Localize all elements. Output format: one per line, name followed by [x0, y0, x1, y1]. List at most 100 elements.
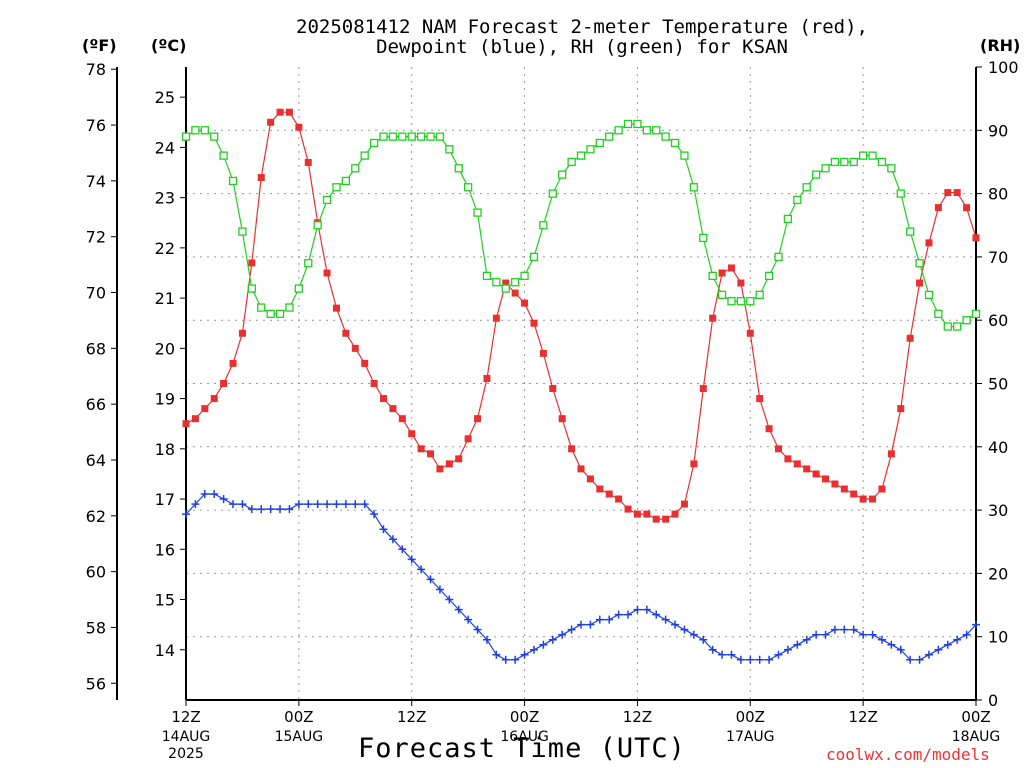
temperature-point: [445, 460, 453, 468]
dewpoint-point: [247, 505, 256, 514]
temperature-point: [549, 385, 557, 393]
temperature-point: [690, 460, 698, 468]
temperature-point: [455, 455, 463, 463]
dewpoint-point: [454, 605, 463, 614]
rh-point: [896, 189, 905, 198]
temperature-point: [916, 279, 924, 287]
rh-point: [802, 183, 811, 192]
rh-point: [614, 126, 623, 135]
temperature-point: [558, 415, 566, 423]
x-tick-label: 00Z: [284, 708, 313, 726]
rh-tick-label: 80: [988, 185, 1008, 204]
temperature-point: [342, 329, 350, 337]
temperature-point: [464, 435, 472, 443]
temperature-point: [332, 304, 340, 312]
rh-tick-label: 40: [988, 438, 1008, 457]
temperature-point: [220, 380, 228, 387]
dewpoint-point: [323, 500, 332, 509]
dewpoint-point: [219, 495, 228, 504]
dewpoint-point: [718, 650, 727, 659]
rh-point: [313, 221, 322, 230]
dewpoint-point: [736, 655, 745, 664]
dewpoint-point: [746, 655, 755, 664]
celsius-tick-label: 16: [155, 540, 175, 559]
temperature-point: [257, 174, 265, 182]
rh-point: [652, 126, 661, 135]
temperature-point: [511, 289, 519, 297]
temperature-point: [803, 465, 811, 473]
rh-point: [764, 271, 774, 281]
dewpoint-point: [783, 645, 792, 654]
fahrenheit-tick-label: 58: [86, 618, 106, 637]
dewpoint-point: [633, 605, 642, 614]
temperature-line: [185, 111, 977, 520]
rh-point: [200, 126, 209, 135]
dewpoint-point: [332, 500, 341, 509]
rh-series: [181, 119, 981, 331]
dewpoint-point: [812, 630, 821, 639]
rh-tick-label: 10: [988, 628, 1008, 647]
celsius-tick-label: 19: [155, 390, 175, 409]
temperature-point: [671, 510, 679, 518]
dewpoint-point: [689, 630, 698, 639]
temperature-point: [737, 279, 745, 287]
temperature-point: [840, 485, 848, 493]
dewpoint-point: [755, 655, 764, 664]
chart-title-line1: 2025081412 NAM Forecast 2-meter Temperat…: [296, 16, 868, 38]
dewpoint-point: [849, 625, 858, 634]
rh-point: [473, 208, 482, 217]
dewpoint-point: [529, 645, 538, 654]
temperature-point: [793, 460, 801, 468]
temperature-point: [370, 380, 378, 387]
dewpoint-point: [614, 610, 623, 619]
rh-tick-label: 50: [988, 375, 1008, 394]
rh-point: [868, 151, 877, 160]
dewpoint-point: [501, 655, 510, 664]
rh-point: [642, 126, 651, 135]
rh-point: [379, 132, 388, 141]
dewpoint-point: [577, 620, 585, 629]
rh-point: [670, 138, 680, 148]
dewpoint-point: [370, 510, 379, 519]
rh-point: [858, 151, 868, 160]
rh-point: [426, 132, 435, 141]
dewpoint-point: [511, 655, 520, 664]
temperature-point: [615, 495, 623, 503]
rh-point: [934, 309, 943, 319]
dewpoint-point: [304, 500, 313, 509]
temperature-point: [191, 415, 199, 423]
fahrenheit-tick-label: 76: [86, 116, 106, 135]
temperature-point: [285, 108, 293, 116]
temperature-point: [662, 515, 670, 523]
rh-point: [492, 278, 501, 287]
rh-point: [887, 164, 896, 173]
x-tick-label: 12Z: [397, 708, 426, 726]
celsius-tick-label: 20: [155, 339, 175, 358]
temperature-point: [248, 259, 256, 267]
fahrenheit-tick-label: 72: [86, 228, 106, 247]
rh-point: [548, 189, 557, 198]
dewpoint-point: [821, 630, 830, 639]
rh-tick-label: 90: [988, 121, 1008, 140]
celsius-tick-label: 21: [155, 289, 175, 308]
rh-point: [445, 145, 454, 154]
dewpoint-point: [699, 635, 708, 644]
rh-point: [529, 252, 539, 262]
temperature-point: [633, 510, 641, 518]
dewpoint-point: [924, 650, 933, 659]
rh-point: [943, 322, 952, 331]
dewpoint-point: [972, 620, 980, 629]
rh-point: [708, 271, 717, 281]
temperature-point: [878, 485, 886, 493]
rh-point: [755, 290, 764, 300]
rh-point: [877, 157, 887, 167]
dewpoint-point: [492, 650, 501, 659]
dewpoint-point: [407, 555, 416, 564]
rh-point: [191, 126, 200, 135]
rh-point: [520, 271, 529, 281]
dewpoint-point: [210, 490, 219, 499]
rh-point: [332, 183, 341, 192]
dewpoint-point: [915, 655, 924, 664]
dewpoint-point: [351, 500, 360, 509]
